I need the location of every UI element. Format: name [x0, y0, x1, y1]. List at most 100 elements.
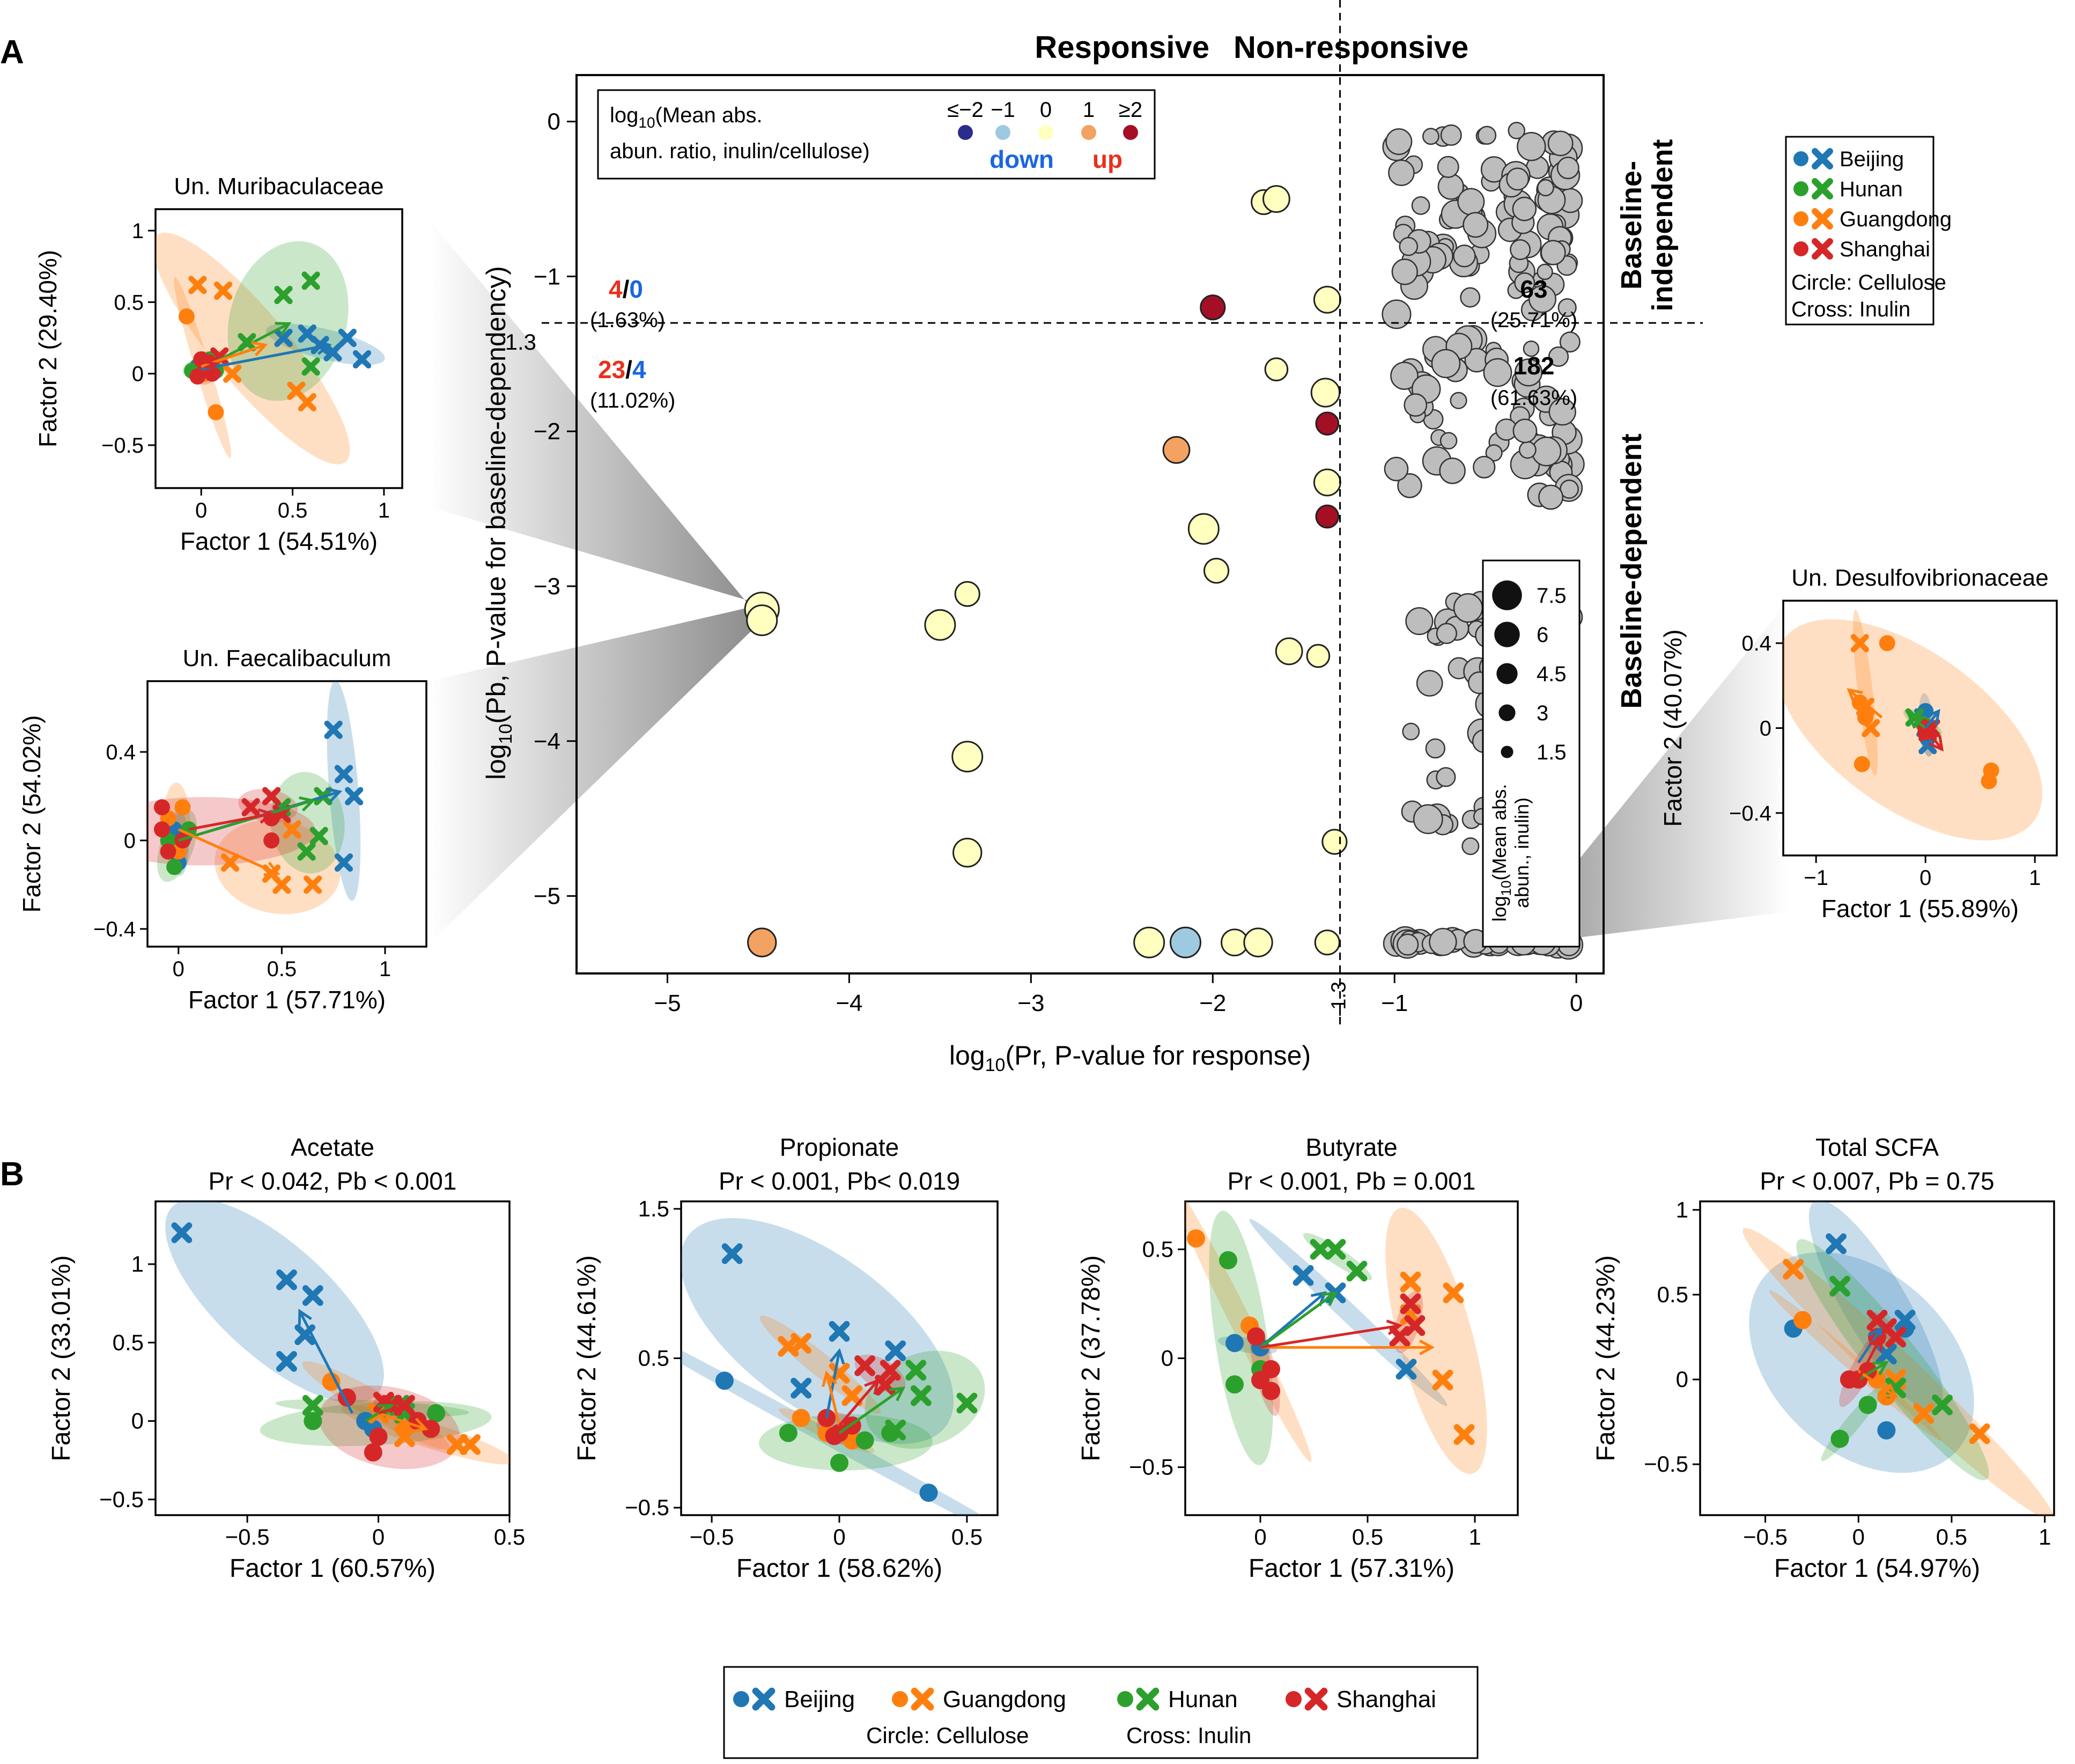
inulin-point: [1918, 736, 1937, 755]
ytick-label: 0.5: [1657, 1282, 1688, 1307]
color-legend: log10(Mean abs. abun. ratio, inulin/cell…: [597, 89, 1156, 180]
grey-point: [1556, 157, 1579, 180]
cellulose-point: [427, 1404, 446, 1422]
cellulose-point: [1225, 1375, 1244, 1394]
legend-tr-note1: Circle: Cellulose: [1791, 271, 1946, 294]
legend-bottom-label: Shanghai: [1336, 1686, 1436, 1713]
color-legend-items: ≤−2 −1 0 1 ≥2: [947, 98, 1142, 140]
panel-y-axis-label: Factor 2 (44.23%): [1592, 1255, 1620, 1461]
main-xtick-label: 0: [1570, 990, 1583, 1016]
responsive-point: [1315, 504, 1340, 529]
confidence-ellipse: [1769, 1290, 1942, 1441]
cellulose-point: [825, 1427, 844, 1445]
size-legend-title-1: log10(Mean abs.: [1488, 784, 1514, 921]
grey-point: [1397, 473, 1422, 498]
cellulose-point: [792, 1408, 810, 1427]
grey-point: [1518, 441, 1537, 459]
cellulose-point: [1830, 1429, 1849, 1448]
inulin-point: [301, 357, 320, 376]
xtick-label: 0: [833, 1524, 845, 1549]
responsive-point: [1313, 468, 1341, 497]
centroid-arrow: [1260, 1339, 1435, 1355]
size-legend-dot: [1496, 663, 1518, 684]
grey-point: [1537, 179, 1554, 197]
panel-x-axis-label: Factor 1 (54.51%): [180, 527, 378, 555]
inulin-point: [1885, 1326, 1907, 1348]
inulin-point: [324, 720, 343, 739]
panel-frame: [154, 208, 403, 489]
responsive-point: [1306, 644, 1331, 668]
size-legend-dot: [1498, 704, 1516, 721]
legend-bottom-items: Beijing Guangdong Hunan Shanghai: [733, 1686, 1436, 1713]
size-legend: 7.5 6 4.5 3 1.5 log10(Mean abs. abun., inuli…: [1482, 559, 1581, 948]
cellulose-point: [830, 1453, 848, 1472]
main-xtick-label: −2: [1199, 990, 1226, 1016]
grey-point: [1523, 340, 1540, 357]
side-label-baseline-independent: Baseline-independent: [1615, 139, 1679, 311]
panel-x-axis-label: Factor 1 (58.62%): [736, 1554, 942, 1583]
main-ytick-label: −4: [534, 728, 560, 755]
grey-point: [1547, 130, 1574, 157]
cellulose-point: [1262, 1382, 1280, 1400]
legend-tr-label: Guangdong: [1840, 208, 1952, 231]
centroid-arrow: [378, 1401, 408, 1416]
centroid-arrow: [822, 1370, 841, 1426]
ytick-label: 0.5: [114, 291, 144, 314]
grey-point: [1512, 418, 1538, 444]
grey-point: [1440, 124, 1462, 146]
responsive-point: [1310, 378, 1341, 408]
grey-point: [1538, 484, 1564, 510]
region-legend-top-right: Beijing Hunan Guangdong Shanghai Circle: Ce…: [1785, 136, 1952, 326]
connector-muribaculaceae: [429, 220, 762, 621]
grey-point: [1436, 767, 1456, 787]
grey-point: [1382, 299, 1412, 329]
inulin-point: [1400, 1293, 1421, 1315]
qbl-down: 4: [632, 356, 646, 383]
responsive-point: [1264, 357, 1289, 382]
color-legend-dot: [958, 125, 973, 140]
confidence-ellipse: [1385, 1207, 1487, 1474]
inulin-point: [1432, 1369, 1453, 1391]
grey-point: [1450, 392, 1467, 409]
cellulose-point: [208, 404, 224, 420]
cellulose-point: [855, 1431, 874, 1450]
inulin-point: [841, 1385, 863, 1406]
grey-point: [1508, 122, 1526, 139]
centroid-arrow: [838, 1378, 880, 1427]
quadrant-bottom-left-count: 23/4: [598, 356, 646, 383]
inulin-point: [905, 1360, 927, 1381]
responsive-point: [954, 581, 980, 607]
grey-point: [1528, 285, 1556, 313]
ytick-label: 0.5: [1142, 1236, 1173, 1261]
grey-point: [1457, 188, 1485, 216]
responsive-point: [1321, 829, 1348, 855]
inulin-point: [1850, 634, 1869, 653]
grey-point: [1460, 287, 1481, 308]
legend-bottom-cross: [911, 1687, 934, 1711]
color-legend-label: ≤−2: [947, 98, 984, 122]
inulin-point: [956, 1392, 978, 1414]
xtick-label: 0: [1919, 866, 1931, 890]
grey-point: [1540, 240, 1566, 265]
size-legend-title-2: abun., inulin): [1511, 798, 1533, 908]
centroid-arrow: [178, 796, 316, 842]
xtick-label: 1: [379, 957, 391, 981]
inulin-point: [1310, 1238, 1331, 1260]
scfa-total: Total SCFA Pr < 0.007, Pb = 0.75 −0.5 0 0.5 1…: [1592, 1133, 2055, 1583]
legend-bottom-cross: [1136, 1687, 1160, 1711]
grey-point: [1477, 126, 1497, 145]
grey-point: [1439, 432, 1458, 450]
centroid-arrow: [1259, 1291, 1338, 1349]
cellulose-point: [178, 308, 195, 324]
legend-tr-items: Beijing Hunan Guangdong Shanghai: [1793, 147, 1952, 261]
inulin-point: [298, 393, 316, 412]
responsive-point: [952, 838, 983, 868]
main-bubble-chart: Responsive Non-responsive −5 −4 −3 −2 −1 0 0−…: [481, 0, 1703, 1075]
inulin-point: [1783, 1259, 1804, 1280]
cellulose-point: [1840, 1370, 1858, 1389]
size-legend-label: 3: [1537, 702, 1548, 725]
inulin-point: [297, 842, 316, 861]
grey-point: [1413, 804, 1443, 835]
grey-point: [1404, 393, 1428, 417]
ytick-label: 0: [132, 363, 144, 386]
